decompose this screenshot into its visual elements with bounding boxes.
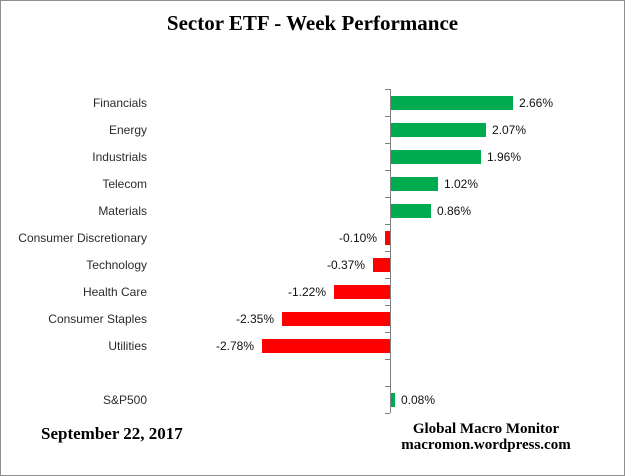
axis-tick (385, 224, 390, 225)
axis-tick (385, 143, 390, 144)
value-label-telecom: 1.02% (444, 176, 479, 191)
axis-tick (385, 386, 390, 387)
chart-title: Sector ETF - Week Performance (166, 11, 459, 35)
value-label-health-care: -1.22% (287, 284, 326, 299)
bar-materials (391, 203, 431, 218)
axis-tick (385, 332, 390, 333)
value-label-technology: -0.37% (326, 257, 365, 272)
bar-sandp500 (391, 392, 395, 407)
bar-technology (373, 257, 390, 272)
value-label-utilities: -2.78% (215, 338, 254, 353)
category-label-energy: Energy (108, 122, 147, 137)
bar-utilities (262, 338, 390, 353)
category-label-materials: Materials (98, 203, 147, 218)
footer-source-url: macromon.wordpress.com (401, 437, 571, 453)
footer-source-name: Global Macro Monitor (412, 421, 560, 437)
bar-consumer-discretionary (385, 230, 390, 245)
value-label-financials: 2.66% (519, 95, 554, 110)
bar-financials (391, 95, 513, 110)
value-label-sandp500: 0.08% (401, 392, 436, 407)
bar-telecom (391, 176, 438, 191)
axis-tick (385, 413, 390, 414)
category-label-sandp500: S&P500 (102, 392, 147, 407)
category-label-telecom: Telecom (102, 176, 147, 191)
bar-health-care (334, 284, 390, 299)
value-label-materials: 0.86% (437, 203, 472, 218)
axis-tick (385, 170, 390, 171)
value-label-consumer-discretionary: -0.10% (338, 230, 377, 245)
footer-date: September 22, 2017 (41, 424, 183, 443)
axis-tick (385, 359, 390, 360)
axis-tick (385, 305, 390, 306)
category-label-health-care: Health Care (82, 284, 147, 299)
category-label-financials: Financials (92, 95, 147, 110)
axis-tick (385, 89, 390, 90)
axis-tick (385, 278, 390, 279)
footer-source: Global Macro Monitor macromon.wordpress.… (346, 421, 624, 453)
category-label-consumer-discretionary: Consumer Discretionary (18, 230, 147, 245)
axis-tick (385, 116, 390, 117)
bar-consumer-staples (282, 311, 390, 326)
bar-energy (391, 122, 486, 137)
value-label-energy: 2.07% (492, 122, 527, 137)
y-axis-line (390, 89, 391, 413)
category-label-industrials: Industrials (92, 149, 147, 164)
value-label-industrials: 1.96% (487, 149, 522, 164)
category-label-utilities: Utilities (108, 338, 147, 353)
value-label-consumer-staples: -2.35% (235, 311, 274, 326)
bar-industrials (391, 149, 481, 164)
category-label-consumer-staples: Consumer Staples (48, 311, 147, 326)
category-label-technology: Technology (86, 257, 147, 272)
axis-tick (385, 197, 390, 198)
axis-tick (385, 251, 390, 252)
